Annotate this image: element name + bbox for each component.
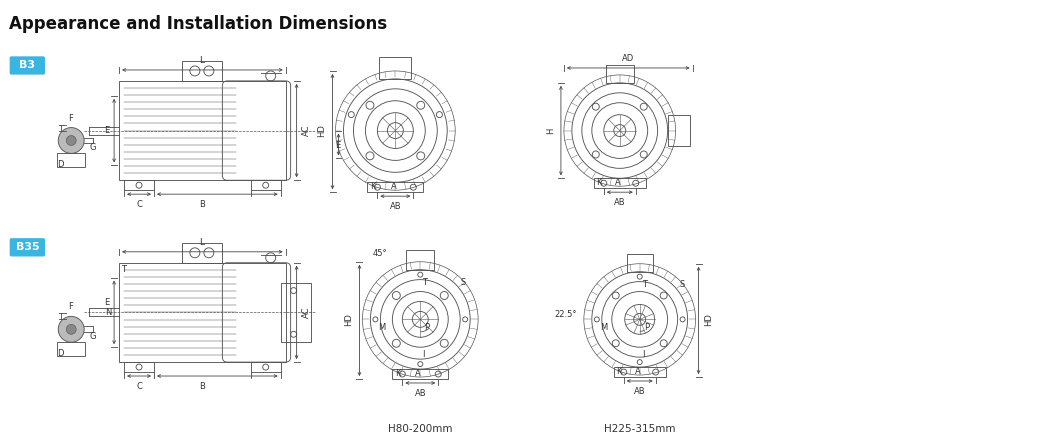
Text: E: E xyxy=(335,141,340,150)
Bar xyxy=(124,180,154,190)
Text: AC: AC xyxy=(302,125,311,136)
Text: AB: AB xyxy=(634,387,646,396)
Text: P: P xyxy=(424,324,429,332)
Bar xyxy=(594,178,646,188)
Text: B: B xyxy=(199,200,205,209)
Text: L: L xyxy=(199,238,205,247)
Bar xyxy=(606,65,634,83)
Text: A: A xyxy=(635,367,640,376)
Bar xyxy=(251,180,281,190)
Text: 22.5°: 22.5° xyxy=(554,310,577,319)
Bar xyxy=(182,61,222,81)
Bar xyxy=(614,367,666,377)
Text: S: S xyxy=(679,280,685,289)
Text: AB: AB xyxy=(614,198,625,207)
Text: H225-315mm: H225-315mm xyxy=(604,423,675,434)
Text: B: B xyxy=(199,382,205,391)
Text: 45°: 45° xyxy=(373,249,388,258)
Bar xyxy=(392,369,448,379)
Text: P: P xyxy=(643,324,649,332)
Bar xyxy=(124,362,154,372)
Text: E: E xyxy=(104,298,109,307)
Text: F: F xyxy=(68,302,73,312)
Bar xyxy=(281,282,311,342)
Text: H80-200mm: H80-200mm xyxy=(388,423,453,434)
Bar xyxy=(57,153,85,168)
Text: L: L xyxy=(199,56,205,65)
Circle shape xyxy=(66,136,76,145)
Text: E: E xyxy=(104,126,109,135)
Bar xyxy=(368,182,423,192)
Text: B35: B35 xyxy=(16,242,39,252)
Bar xyxy=(626,254,653,272)
Text: T: T xyxy=(121,265,126,274)
Text: S: S xyxy=(460,278,465,287)
Text: G: G xyxy=(89,144,95,152)
Text: D: D xyxy=(57,160,64,169)
Text: K: K xyxy=(370,182,375,191)
Bar xyxy=(119,81,285,180)
Text: A: A xyxy=(416,369,421,378)
Bar xyxy=(251,362,281,372)
Bar xyxy=(406,250,435,270)
Circle shape xyxy=(58,128,84,153)
Text: AC: AC xyxy=(302,307,311,318)
Text: T: T xyxy=(641,280,647,289)
Text: B3: B3 xyxy=(19,61,35,70)
Text: G: G xyxy=(89,332,95,341)
Text: C: C xyxy=(136,382,142,391)
Text: A: A xyxy=(615,178,621,187)
Bar xyxy=(668,114,690,146)
Bar xyxy=(119,263,285,362)
Text: M: M xyxy=(378,324,386,332)
Text: HD: HD xyxy=(705,313,713,326)
Text: D: D xyxy=(57,349,64,358)
Text: F: F xyxy=(68,114,73,122)
Text: A: A xyxy=(390,182,396,191)
Text: AB: AB xyxy=(389,202,401,211)
Bar xyxy=(182,243,222,263)
Text: I: I xyxy=(422,350,425,359)
Text: I: I xyxy=(641,350,644,359)
Text: H: H xyxy=(546,127,555,134)
Text: T: T xyxy=(422,278,427,287)
Circle shape xyxy=(58,316,84,342)
Bar xyxy=(57,342,85,356)
FancyBboxPatch shape xyxy=(11,57,45,74)
Text: M: M xyxy=(600,324,607,332)
Text: HD: HD xyxy=(318,124,326,137)
Text: K: K xyxy=(394,369,401,378)
Text: N: N xyxy=(105,308,111,317)
Circle shape xyxy=(66,324,76,334)
Text: C: C xyxy=(136,200,142,209)
Text: K: K xyxy=(597,178,602,187)
Text: Appearance and Installation Dimensions: Appearance and Installation Dimensions xyxy=(10,15,388,33)
Text: AD: AD xyxy=(622,54,634,63)
Bar xyxy=(379,57,411,79)
FancyBboxPatch shape xyxy=(11,239,45,256)
Text: HD: HD xyxy=(344,313,353,326)
Text: AB: AB xyxy=(414,389,426,398)
Text: K: K xyxy=(616,367,622,376)
